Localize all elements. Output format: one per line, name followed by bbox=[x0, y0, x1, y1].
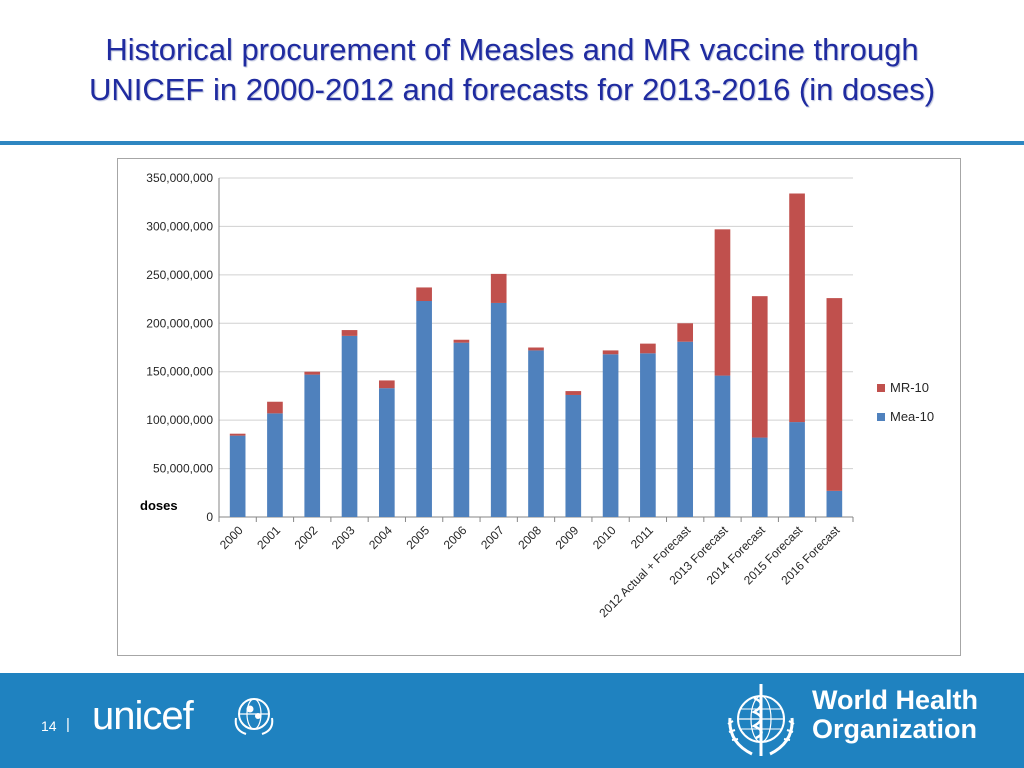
y-tick-label: 250,000,000 bbox=[146, 268, 213, 282]
bar-mea-10 bbox=[714, 375, 731, 517]
bar-mr-10 bbox=[714, 229, 731, 376]
bar-mr-10 bbox=[341, 330, 358, 336]
bar-mr-10 bbox=[602, 350, 619, 355]
bar-mea-10 bbox=[565, 394, 582, 517]
unicef-logo-text: unicef bbox=[92, 694, 194, 738]
bar-mea-10 bbox=[378, 388, 395, 517]
bar-mea-10 bbox=[751, 437, 768, 517]
bar-mr-10 bbox=[826, 298, 843, 491]
bar-mea-10 bbox=[677, 341, 694, 517]
bar-mr-10 bbox=[378, 380, 395, 389]
slide-title-line-2: UNICEF in 2000-2012 and forecasts for 20… bbox=[88, 72, 936, 107]
x-tick-label: 2010 bbox=[590, 523, 619, 552]
y-tick-label: 0 bbox=[206, 510, 213, 524]
bar-mea-10 bbox=[453, 342, 470, 517]
bar-mr-10 bbox=[304, 371, 321, 375]
bar-mr-10 bbox=[490, 273, 507, 303]
bar-mr-10 bbox=[528, 347, 544, 351]
chart-frame: 0 50,000,000 100,000,000 150,000,000 200,000… bbox=[117, 158, 961, 656]
x-tick-label: 2000 bbox=[217, 523, 246, 552]
x-tick-label: 2009 bbox=[553, 523, 582, 552]
x-tick-label: 2007 bbox=[478, 523, 507, 552]
bar-mr-10 bbox=[677, 323, 694, 342]
y-tick-label: 350,000,000 bbox=[146, 171, 213, 185]
footer-bar bbox=[0, 673, 1024, 768]
who-name-line-2: Organization bbox=[812, 714, 978, 744]
bar-mr-10 bbox=[453, 339, 470, 343]
bar-mea-10 bbox=[640, 353, 656, 517]
y-tick-label: 150,000,000 bbox=[146, 365, 213, 379]
legend-label: Mea-10 bbox=[890, 409, 934, 424]
who-emblem-icon bbox=[727, 684, 795, 756]
bar-mr-10 bbox=[229, 433, 246, 436]
bar-mr-10 bbox=[565, 391, 582, 395]
x-tick-label: 2011 bbox=[628, 523, 656, 551]
bar-mea-10 bbox=[229, 435, 246, 517]
bar-mr-10 bbox=[789, 193, 805, 423]
who-name-line-1: World Health bbox=[812, 685, 979, 715]
unicef-emblem-icon bbox=[234, 698, 274, 735]
bar-mea-10 bbox=[267, 413, 283, 517]
bar-mr-10 bbox=[751, 296, 768, 438]
bar-mr-10 bbox=[640, 343, 656, 354]
legend-swatch bbox=[877, 413, 885, 421]
x-tick-label: 2003 bbox=[329, 523, 358, 552]
legend-label: MR-10 bbox=[890, 380, 929, 395]
bar-mr-10 bbox=[267, 401, 283, 414]
who-logo-text: World Health Organization bbox=[812, 686, 978, 744]
x-tick-label: 2001 bbox=[254, 523, 283, 552]
legend-swatch bbox=[877, 384, 885, 392]
title-divider bbox=[0, 141, 1024, 145]
x-tick-label: 2006 bbox=[441, 523, 470, 552]
bar-mea-10 bbox=[528, 350, 544, 517]
bar-mea-10 bbox=[304, 374, 321, 517]
page-separator: | bbox=[66, 716, 70, 733]
bar-mr-10 bbox=[416, 287, 432, 302]
y-axis-label: doses bbox=[140, 498, 178, 513]
bar-mea-10 bbox=[341, 335, 358, 517]
bar-mea-10 bbox=[602, 354, 619, 517]
slide-title-line-1: Historical procurement of Measles and MR… bbox=[105, 32, 919, 67]
y-tick-label: 300,000,000 bbox=[146, 219, 213, 233]
y-tick-label: 100,000,000 bbox=[146, 413, 213, 427]
x-tick-label: 2002 bbox=[292, 523, 321, 552]
y-tick-label: 50,000,000 bbox=[153, 462, 213, 476]
x-tick-label: 2008 bbox=[515, 523, 544, 552]
x-tick-label: 2005 bbox=[403, 523, 432, 552]
bar-mea-10 bbox=[826, 490, 843, 517]
bar-mea-10 bbox=[789, 422, 805, 517]
slide-title: Historical procurement of Measles and MR… bbox=[0, 30, 1024, 110]
y-tick-label: 200,000,000 bbox=[146, 316, 213, 330]
bar-mea-10 bbox=[416, 301, 432, 517]
stacked-bar-chart: 0 50,000,000 100,000,000 150,000,000 200,000… bbox=[140, 171, 934, 620]
bar-mea-10 bbox=[490, 302, 507, 517]
x-tick-label: 2004 bbox=[366, 523, 395, 552]
page-number: 14 bbox=[41, 718, 57, 734]
